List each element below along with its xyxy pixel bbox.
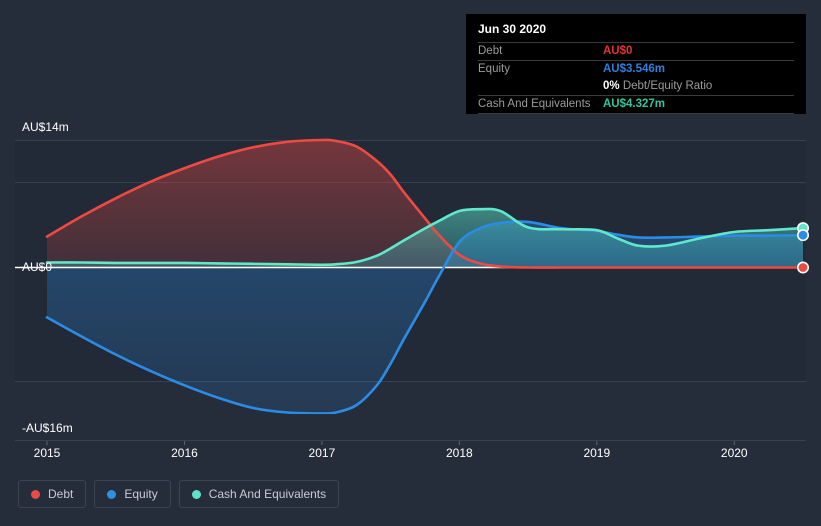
x-axis-label-2020: 2020 (720, 446, 748, 460)
plot-area[interactable]: AU$14m AU$0 -AU$16m 2015 2016 2017 2018 2019… (0, 0, 821, 459)
legend-dot-icon (107, 489, 117, 499)
endpoint-marker-debt (796, 261, 809, 274)
legend-dot-icon (191, 489, 201, 499)
tooltip-ratio: 0% Debt/Equity Ratio (603, 78, 712, 95)
legend-item-cash-and-equivalents[interactable]: Cash And Equivalents (178, 480, 340, 508)
x-axis-label-2019: 2019 (583, 446, 611, 460)
x-axis-label-2017: 2017 (308, 446, 336, 460)
area-cash-and-equivalents (47, 208, 803, 268)
series-lines (45, 138, 805, 414)
x-axis-label-2018: 2018 (446, 446, 473, 460)
chart-tooltip: Jun 30 2020 Debt AU$0 Equity AU$3.546m 0… (466, 14, 806, 114)
tooltip-value-debt: AU$0 (603, 45, 633, 57)
x-axis-label-2015: 2015 (33, 446, 61, 460)
chart-legend: Debt Equity Cash And Equivalents (18, 480, 340, 508)
tooltip-row-cash: Cash And Equivalents AU$4.327m (478, 95, 794, 113)
area-fills (47, 139, 803, 414)
legend-item-debt[interactable]: Debt (18, 480, 87, 508)
tooltip-label-debt: Debt (478, 45, 503, 57)
line-debt (45, 138, 805, 269)
tooltip-ratio-value: 0% (603, 80, 620, 92)
legend-dot-icon (31, 489, 40, 499)
legend-label: Cash And Equivalents (208, 487, 327, 501)
tooltip-row-equity: Equity AU$3.546m (478, 60, 794, 78)
tooltip-value-equity: AU$3.546m (603, 63, 666, 75)
tooltip-row-debt: Debt AU$0 (478, 42, 794, 60)
tooltip-date: Jun 30 2020 (478, 22, 547, 36)
tooltip-label-equity: Equity (478, 63, 510, 75)
x-axis-label-2016: 2016 (171, 446, 198, 460)
y-axis-label-bottom: -AU$16m (22, 421, 73, 435)
area-debt (47, 139, 803, 268)
endpoint-marker-equity (796, 229, 809, 242)
tooltip-row-ratio: 0% Debt/Equity Ratio (478, 78, 794, 95)
x-tick-marks (46, 441, 735, 445)
line-equity (45, 220, 805, 414)
legend-label: Debt (48, 487, 74, 501)
y-axis-label-top: AU$14m (22, 120, 69, 134)
legend-item-equity[interactable]: Equity (94, 480, 171, 508)
endpoint-markers (796, 222, 809, 274)
chart-canvas[interactable] (0, 0, 821, 450)
tooltip-label-cash: Cash And Equivalents (478, 98, 591, 110)
area-equity (47, 221, 803, 414)
y-axis-label-zero: AU$0 (22, 260, 53, 274)
tooltip-ratio-label: Debt/Equity Ratio (622, 80, 713, 92)
legend-label: Equity (124, 487, 158, 501)
tooltip-value-cash: AU$4.327m (603, 98, 666, 110)
tooltip-bottom-divider (478, 113, 794, 114)
line-cash-and-equivalents (45, 207, 805, 267)
